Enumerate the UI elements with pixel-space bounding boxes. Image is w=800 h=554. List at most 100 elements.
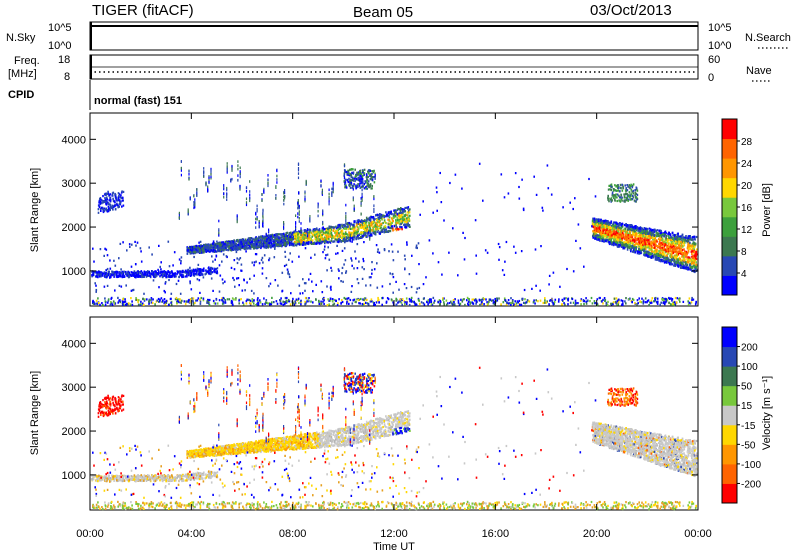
data-cell [263, 235, 266, 238]
data-cell [321, 238, 324, 241]
data-cell [98, 270, 100, 274]
data-cell [571, 297, 574, 301]
data-cell [154, 270, 156, 273]
data-cell [357, 222, 360, 225]
data-cell [124, 300, 127, 303]
data-cell [164, 282, 167, 285]
data-cell [362, 170, 364, 173]
nsky-trace [90, 25, 698, 27]
data-cell [332, 181, 334, 185]
data-cell [196, 299, 199, 302]
data-cell [178, 216, 180, 220]
data-cell [92, 302, 95, 305]
data-cell [124, 303, 127, 307]
data-cell [336, 304, 339, 307]
data-cell [333, 298, 336, 302]
data-cell [230, 266, 233, 269]
data-cell [371, 261, 373, 264]
data-cell [284, 250, 286, 253]
data-cell [215, 254, 218, 257]
data-cell [206, 270, 209, 273]
data-cell [215, 246, 217, 249]
data-cell [389, 230, 392, 233]
data-cell [381, 285, 384, 288]
data-cell [275, 233, 277, 236]
data-cell [490, 299, 493, 302]
data-cell [372, 226, 374, 229]
data-cell [245, 190, 248, 193]
data-cell [274, 247, 276, 250]
data-cell [283, 202, 285, 206]
data-cell [265, 301, 267, 304]
data-cell [388, 250, 390, 253]
data-cell [196, 249, 199, 252]
data-cell [249, 237, 252, 240]
data-cell [320, 240, 322, 243]
data-cell [399, 227, 401, 231]
data-cell [146, 271, 149, 274]
data-cell [358, 223, 361, 226]
data-cell [357, 234, 359, 237]
data-cell [375, 223, 377, 226]
data-cell [204, 273, 206, 276]
data-cell [343, 238, 345, 241]
data-cell [253, 243, 255, 246]
data-cell [93, 271, 95, 274]
data-cell [341, 223, 343, 226]
data-cell [288, 236, 290, 240]
data-cell [327, 229, 330, 232]
data-cell [552, 303, 555, 306]
data-cell [515, 302, 518, 305]
data-cell [258, 222, 260, 225]
data-cell [131, 300, 133, 303]
data-cell [323, 299, 325, 302]
data-cell [332, 185, 334, 189]
data-cell [295, 244, 298, 247]
data-cell [236, 261, 239, 265]
data-cell [574, 299, 577, 302]
data-cell [307, 238, 310, 242]
data-cell [165, 299, 168, 302]
data-cell [689, 302, 692, 305]
data-cell [360, 220, 363, 223]
data-cell [347, 180, 350, 183]
data-cell [381, 229, 384, 232]
data-cell [256, 246, 258, 250]
data-cell [231, 164, 233, 168]
data-cell [378, 231, 380, 234]
data-cell [226, 165, 228, 168]
data-cell [195, 244, 198, 247]
data-cell [331, 235, 333, 238]
data-cell [404, 217, 406, 220]
data-cell [209, 268, 211, 271]
data-cell [97, 208, 100, 211]
data-cell [373, 302, 375, 305]
data-cell [510, 303, 512, 306]
data-cell [238, 299, 240, 302]
data-cell [370, 187, 372, 190]
data-cell [216, 245, 219, 248]
data-cell [157, 268, 159, 271]
data-cell [127, 273, 130, 276]
data-cell [102, 210, 105, 214]
data-cell [671, 299, 673, 302]
data-cell [105, 203, 108, 206]
data-cell [351, 223, 353, 226]
data-cell [378, 217, 381, 220]
data-cell [324, 234, 327, 237]
data-cell [253, 274, 255, 277]
data-cell [199, 268, 202, 271]
data-cell [336, 230, 338, 233]
data-cell [210, 175, 212, 179]
data-cell [346, 237, 349, 240]
data-cell [106, 192, 109, 196]
data-cell [407, 207, 409, 210]
data-cell [134, 271, 136, 274]
data-cell [353, 238, 355, 241]
data-cell [316, 240, 319, 243]
data-cell [319, 239, 321, 242]
data-cell [682, 237, 684, 241]
data-cell [351, 240, 353, 243]
data-cell [167, 270, 170, 273]
data-cell [339, 225, 341, 229]
